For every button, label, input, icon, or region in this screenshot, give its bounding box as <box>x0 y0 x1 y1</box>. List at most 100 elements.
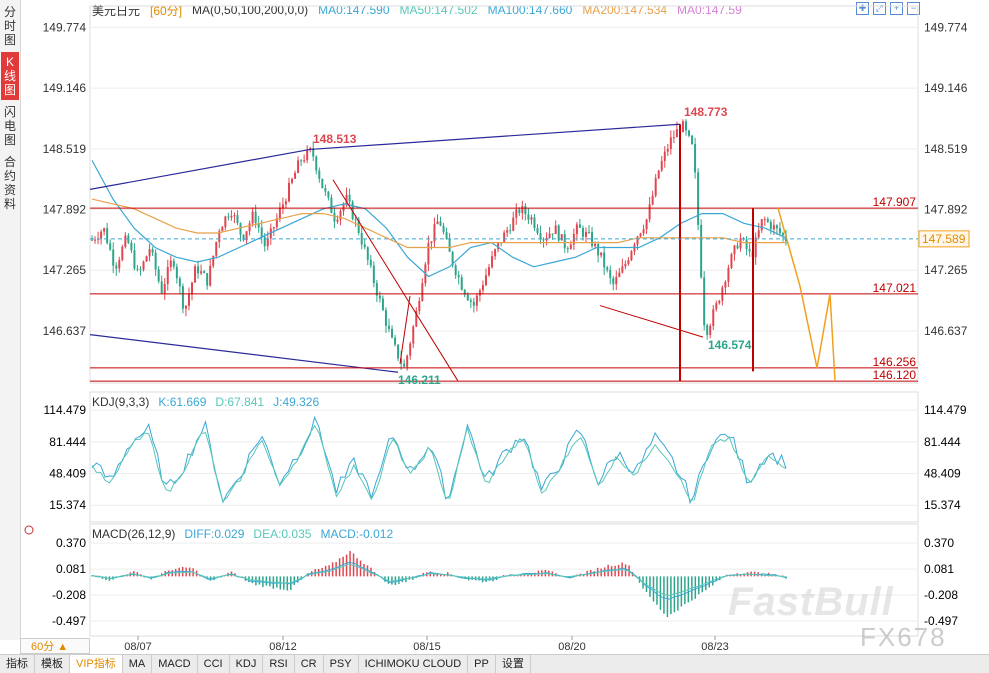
level-label-3: 146.120 <box>873 368 917 382</box>
candle-body-30 <box>181 286 184 309</box>
indicator-tab-5[interactable]: CCI <box>198 655 230 673</box>
candle-body-54 <box>254 211 257 224</box>
candle-body-161 <box>578 224 581 228</box>
candle-body-89 <box>360 232 363 245</box>
fullscreen-icon[interactable]: ⤢ <box>873 2 886 15</box>
indicator-tab-6[interactable]: KDJ <box>230 655 264 673</box>
indicator-tab-7[interactable]: RSI <box>263 655 295 673</box>
candle-body-173 <box>615 276 618 285</box>
candle-body-40 <box>212 255 215 266</box>
indicator-tab-2[interactable]: VIP指标 <box>70 655 123 673</box>
candle-body-101 <box>397 344 400 359</box>
indicator-tab-8[interactable]: CR <box>295 655 324 673</box>
candle-body-148 <box>539 233 542 240</box>
candle-body-81 <box>336 219 339 222</box>
x-tick-0: 08/07 <box>124 641 152 653</box>
candle-body-133 <box>494 249 497 257</box>
candle-body-183 <box>645 219 648 230</box>
price-annotation-0: 148.513 <box>313 132 357 146</box>
candle-body-157 <box>566 248 569 250</box>
price-annotation-1: 148.773 <box>684 105 728 119</box>
candle-body-210 <box>727 267 730 282</box>
candle-body-42 <box>218 231 221 242</box>
candle-body-95 <box>378 295 381 299</box>
candle-body-180 <box>636 236 639 245</box>
period-select[interactable]: 60分 ▲ <box>20 638 90 654</box>
candle-body-122 <box>460 277 463 290</box>
kdj-tick-left-0: 114.479 <box>44 403 87 417</box>
macd-pane-frame <box>89 523 919 637</box>
candle-body-118 <box>448 238 451 252</box>
candle-body-15 <box>136 268 139 270</box>
indicator-tab-9[interactable]: PSY <box>324 655 359 673</box>
sidebar-tab-contract-info[interactable]: 合约资料 <box>3 155 16 211</box>
candle-body-142 <box>521 206 524 214</box>
candle-body-31 <box>184 305 187 309</box>
candle-body-154 <box>557 225 560 241</box>
crosshair-icon[interactable]: ✚ <box>856 2 869 15</box>
candle-body-38 <box>206 273 209 286</box>
candle-body-136 <box>503 232 506 243</box>
candle-body-20 <box>151 249 154 253</box>
candle-body-106 <box>412 326 415 344</box>
candle-body-44 <box>224 216 227 228</box>
candle-body-37 <box>203 271 206 274</box>
sidebar-tab-kline-chart[interactable]: K线图 <box>1 52 19 100</box>
price-tick-right-5: 146.637 <box>924 324 968 338</box>
upper-trendline-b <box>309 123 681 151</box>
indicator-tab-12[interactable]: 设置 <box>496 655 531 673</box>
candle-body-76 <box>321 178 324 188</box>
period-select-value: 60分 <box>31 641 55 653</box>
x-tick-2: 08/15 <box>413 641 441 653</box>
candle-body-17 <box>142 261 145 270</box>
indicator-tab-4[interactable]: MACD <box>152 655 198 673</box>
candle-body-177 <box>627 260 630 264</box>
candle-body-197 <box>688 130 691 136</box>
candle-body-124 <box>466 294 469 301</box>
candle-body-134 <box>497 242 500 250</box>
candle-body-22 <box>157 269 160 282</box>
candle-body-92 <box>369 259 372 266</box>
indicator-tab-0[interactable]: 指标 <box>0 655 35 673</box>
zoom-in-icon[interactable]: + <box>890 2 903 15</box>
candle-body-117 <box>445 232 448 239</box>
candle-body-120 <box>454 265 457 276</box>
candle-body-80 <box>333 212 336 222</box>
candle-body-112 <box>430 241 433 244</box>
candle-body-214 <box>739 238 742 249</box>
sidebar-tab-time-chart[interactable]: 分时图 <box>3 5 16 47</box>
zoom-out-icon[interactable]: − <box>907 2 920 15</box>
level-label-2: 146.256 <box>873 355 917 369</box>
macd-params[interactable]: MACD(26,12,9) <box>92 527 176 541</box>
candle-body-219 <box>754 237 757 258</box>
candle-body-35 <box>197 266 200 274</box>
kdj-params[interactable]: KDJ(9,3,3) <box>92 395 150 409</box>
macd-tick-left-2: -0.208 <box>52 588 86 602</box>
macd-tick-left-0: 0.370 <box>56 536 86 550</box>
candle-body-116 <box>442 225 445 233</box>
indicator-tab-10[interactable]: ICHIMOKU CLOUD <box>359 655 469 673</box>
candle-body-200 <box>697 172 700 225</box>
candle-body-28 <box>175 266 178 279</box>
indicator-tab-3[interactable]: MA <box>123 655 153 673</box>
candle-body-41 <box>215 241 218 256</box>
candle-body-139 <box>512 217 515 231</box>
sidebar-tab-flash-chart[interactable]: 闪电图 <box>3 105 16 147</box>
candle-body-52 <box>248 223 251 232</box>
indicator-tab-1[interactable]: 模板 <box>35 655 70 673</box>
candle-body-33 <box>191 282 194 295</box>
level-label-1: 147.021 <box>873 281 917 295</box>
candle-body-113 <box>433 224 436 242</box>
candle-body-51 <box>245 231 248 241</box>
candle-body-193 <box>675 129 678 138</box>
candle-body-57 <box>263 236 266 247</box>
candle-body-160 <box>575 224 578 234</box>
x-tick-4: 08/23 <box>701 641 729 653</box>
candle-body-170 <box>606 267 609 270</box>
candle-body-189 <box>663 151 666 161</box>
lower-trendline <box>89 334 399 373</box>
candle-body-175 <box>621 266 624 273</box>
macd-tick-right-0: 0.370 <box>924 536 954 550</box>
indicator-tab-11[interactable]: PP <box>468 655 496 673</box>
